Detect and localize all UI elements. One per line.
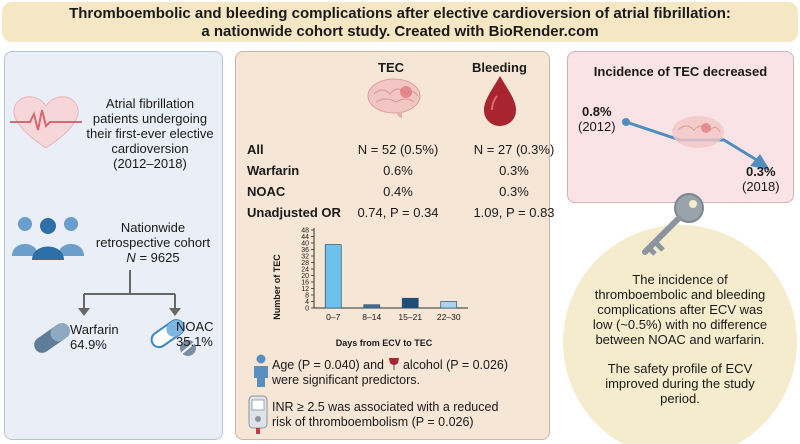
inr-meter-icon — [248, 395, 268, 434]
person-icon — [254, 354, 268, 387]
warfarin-pct: 64.9% — [70, 337, 107, 352]
trend-start-year: (2012) — [578, 119, 616, 134]
y-tick-label: 28 — [301, 260, 309, 267]
x-tick-label: 22–30 — [437, 312, 461, 322]
inr-line-2: risk of thromboembolism (P = 0.026) — [272, 415, 474, 429]
conclusion-line: low (~0.5%) with no difference — [592, 317, 768, 332]
conclusion-line: improved during the study — [605, 376, 755, 391]
population-line: (2012–2018) — [113, 156, 187, 171]
trend-start: 0.8% (2012) — [578, 104, 616, 134]
noac-label: NOAC — [176, 319, 214, 334]
trend-end-value: 0.3% — [745, 164, 776, 179]
warfarin-group: Warfarin 64.9% — [70, 322, 140, 352]
y-tick-label: 44 — [301, 234, 309, 241]
trend-title: Incidence of TEC decreased — [593, 64, 768, 79]
conclusion-line: between NOAC and warfarin. — [595, 332, 765, 347]
cell-noac-bleeding: 0.3% — [499, 184, 529, 199]
blood-drop-icon — [484, 76, 516, 126]
predictors-text: Age (P = 0.040) and alcohol (P = 0.026) … — [272, 357, 547, 388]
population-line: cardioversion — [111, 141, 189, 156]
col-header-tec: TEC — [378, 60, 404, 75]
conclusion-line: complications after ECV was — [597, 302, 763, 317]
warfarin-label: Warfarin — [70, 322, 119, 337]
cell-all-bleeding: N = 27 (0.3%) — [473, 142, 555, 157]
x-tick-label: 15–21 — [398, 312, 422, 322]
trend-start-value: 0.8% — [581, 104, 612, 119]
population-line: Atrial fibrillation — [105, 96, 195, 111]
x-tick-label: 8–14 — [362, 312, 381, 322]
noac-pct: 35.1% — [176, 334, 213, 349]
brain-icon — [367, 78, 421, 118]
bar — [440, 301, 458, 309]
y-axis-label: Number of TEC — [272, 254, 282, 320]
cell-or-tec: 0.74, P = 0.34 — [357, 205, 439, 220]
row-label-all: All — [247, 142, 264, 157]
col-header-bleeding: Bleeding — [472, 60, 527, 75]
predictors-alcohol: alcohol (P = 0.026) — [402, 358, 509, 372]
n-symbol: N — [126, 250, 136, 265]
cohort-line: Nationwide — [120, 220, 186, 235]
y-tick-label: 40 — [301, 241, 309, 248]
conclusion-line: The incidence of — [632, 272, 728, 287]
conclusion-line: The safety profile of ECV — [607, 361, 753, 376]
y-tick-label: 4 — [305, 299, 309, 306]
cell-all-tec: N = 52 (0.5%) — [357, 142, 439, 157]
row-label-warfarin: Warfarin — [247, 163, 300, 178]
tec-bar-chart: Number of TEC Days from ECV to TEC 04812… — [272, 228, 468, 348]
title-banner: Thromboembolic and bleeding complication… — [2, 2, 798, 42]
predictors-line-2: were significant predictors. — [272, 373, 420, 387]
conclusion-line: period. — [660, 391, 700, 406]
bar — [324, 244, 342, 309]
trend-end: 0.3% (2018) — [742, 164, 780, 194]
y-tick-label: 8 — [305, 293, 309, 300]
y-tick-label: 20 — [301, 273, 309, 280]
key-icon — [642, 193, 704, 256]
conclusion-circle — [563, 225, 797, 444]
inr-line-1: INR ≥ 2.5 was associated with a reduced — [272, 400, 499, 414]
y-tick-label: 32 — [301, 254, 309, 261]
row-label-noac: NOAC — [247, 184, 286, 199]
noac-pill-icon — [150, 319, 196, 356]
people-group-icon — [12, 217, 84, 260]
y-tick-label: 36 — [301, 247, 309, 254]
cell-warfarin-tec: 0.6% — [383, 163, 413, 178]
title-line-2: a nationwide cohort study. Created with … — [201, 23, 599, 40]
title-line-1: Thromboembolic and bleeding complication… — [69, 5, 731, 22]
n-value: = 9625 — [139, 250, 180, 265]
x-tick-label: 0–7 — [326, 312, 340, 322]
warfarin-pill-icon — [34, 323, 70, 353]
conclusion-line: thromboembolic and bleeding — [594, 287, 766, 302]
cell-noac-tec: 0.4% — [383, 184, 413, 199]
predictors-line-1: Age (P = 0.040) and — [272, 358, 385, 372]
cell-warfarin-bleeding: 0.3% — [499, 163, 529, 178]
conclusion-text: The incidence of thromboembolic and blee… — [567, 272, 793, 406]
y-tick-label: 12 — [301, 286, 309, 293]
y-tick-label: 24 — [301, 267, 309, 274]
population-line: their first-ever elective — [86, 126, 214, 141]
trend-end-year: (2018) — [742, 179, 780, 194]
bar — [401, 297, 419, 309]
noac-group: NOAC 35.1% — [176, 319, 224, 349]
cohort-text: Nationwide retrospective cohort N = 9625 — [88, 220, 218, 265]
row-label-or: Unadjusted OR — [247, 205, 341, 220]
cell-or-bleeding: 1.09, P = 0.83 — [473, 205, 555, 220]
cohort-size: N = 9625 — [88, 250, 218, 265]
x-axis-label: Days from ECV to TEC — [336, 338, 433, 348]
split-tree-lines — [78, 270, 181, 316]
population-line: patients undergoing — [92, 111, 208, 126]
y-tick-label: 48 — [301, 228, 309, 235]
population-text: Atrial fibrillation patients undergoing … — [78, 96, 222, 171]
heart-icon — [10, 96, 82, 149]
y-tick-label: 0 — [305, 306, 309, 313]
bar — [363, 304, 381, 309]
trend-arrow-icon — [622, 116, 770, 170]
cohort-line: retrospective cohort — [95, 235, 211, 250]
y-tick-label: 16 — [301, 280, 309, 287]
wine-glass-icon — [388, 358, 399, 370]
inr-text: INR ≥ 2.5 was associated with a reduced … — [272, 400, 547, 430]
